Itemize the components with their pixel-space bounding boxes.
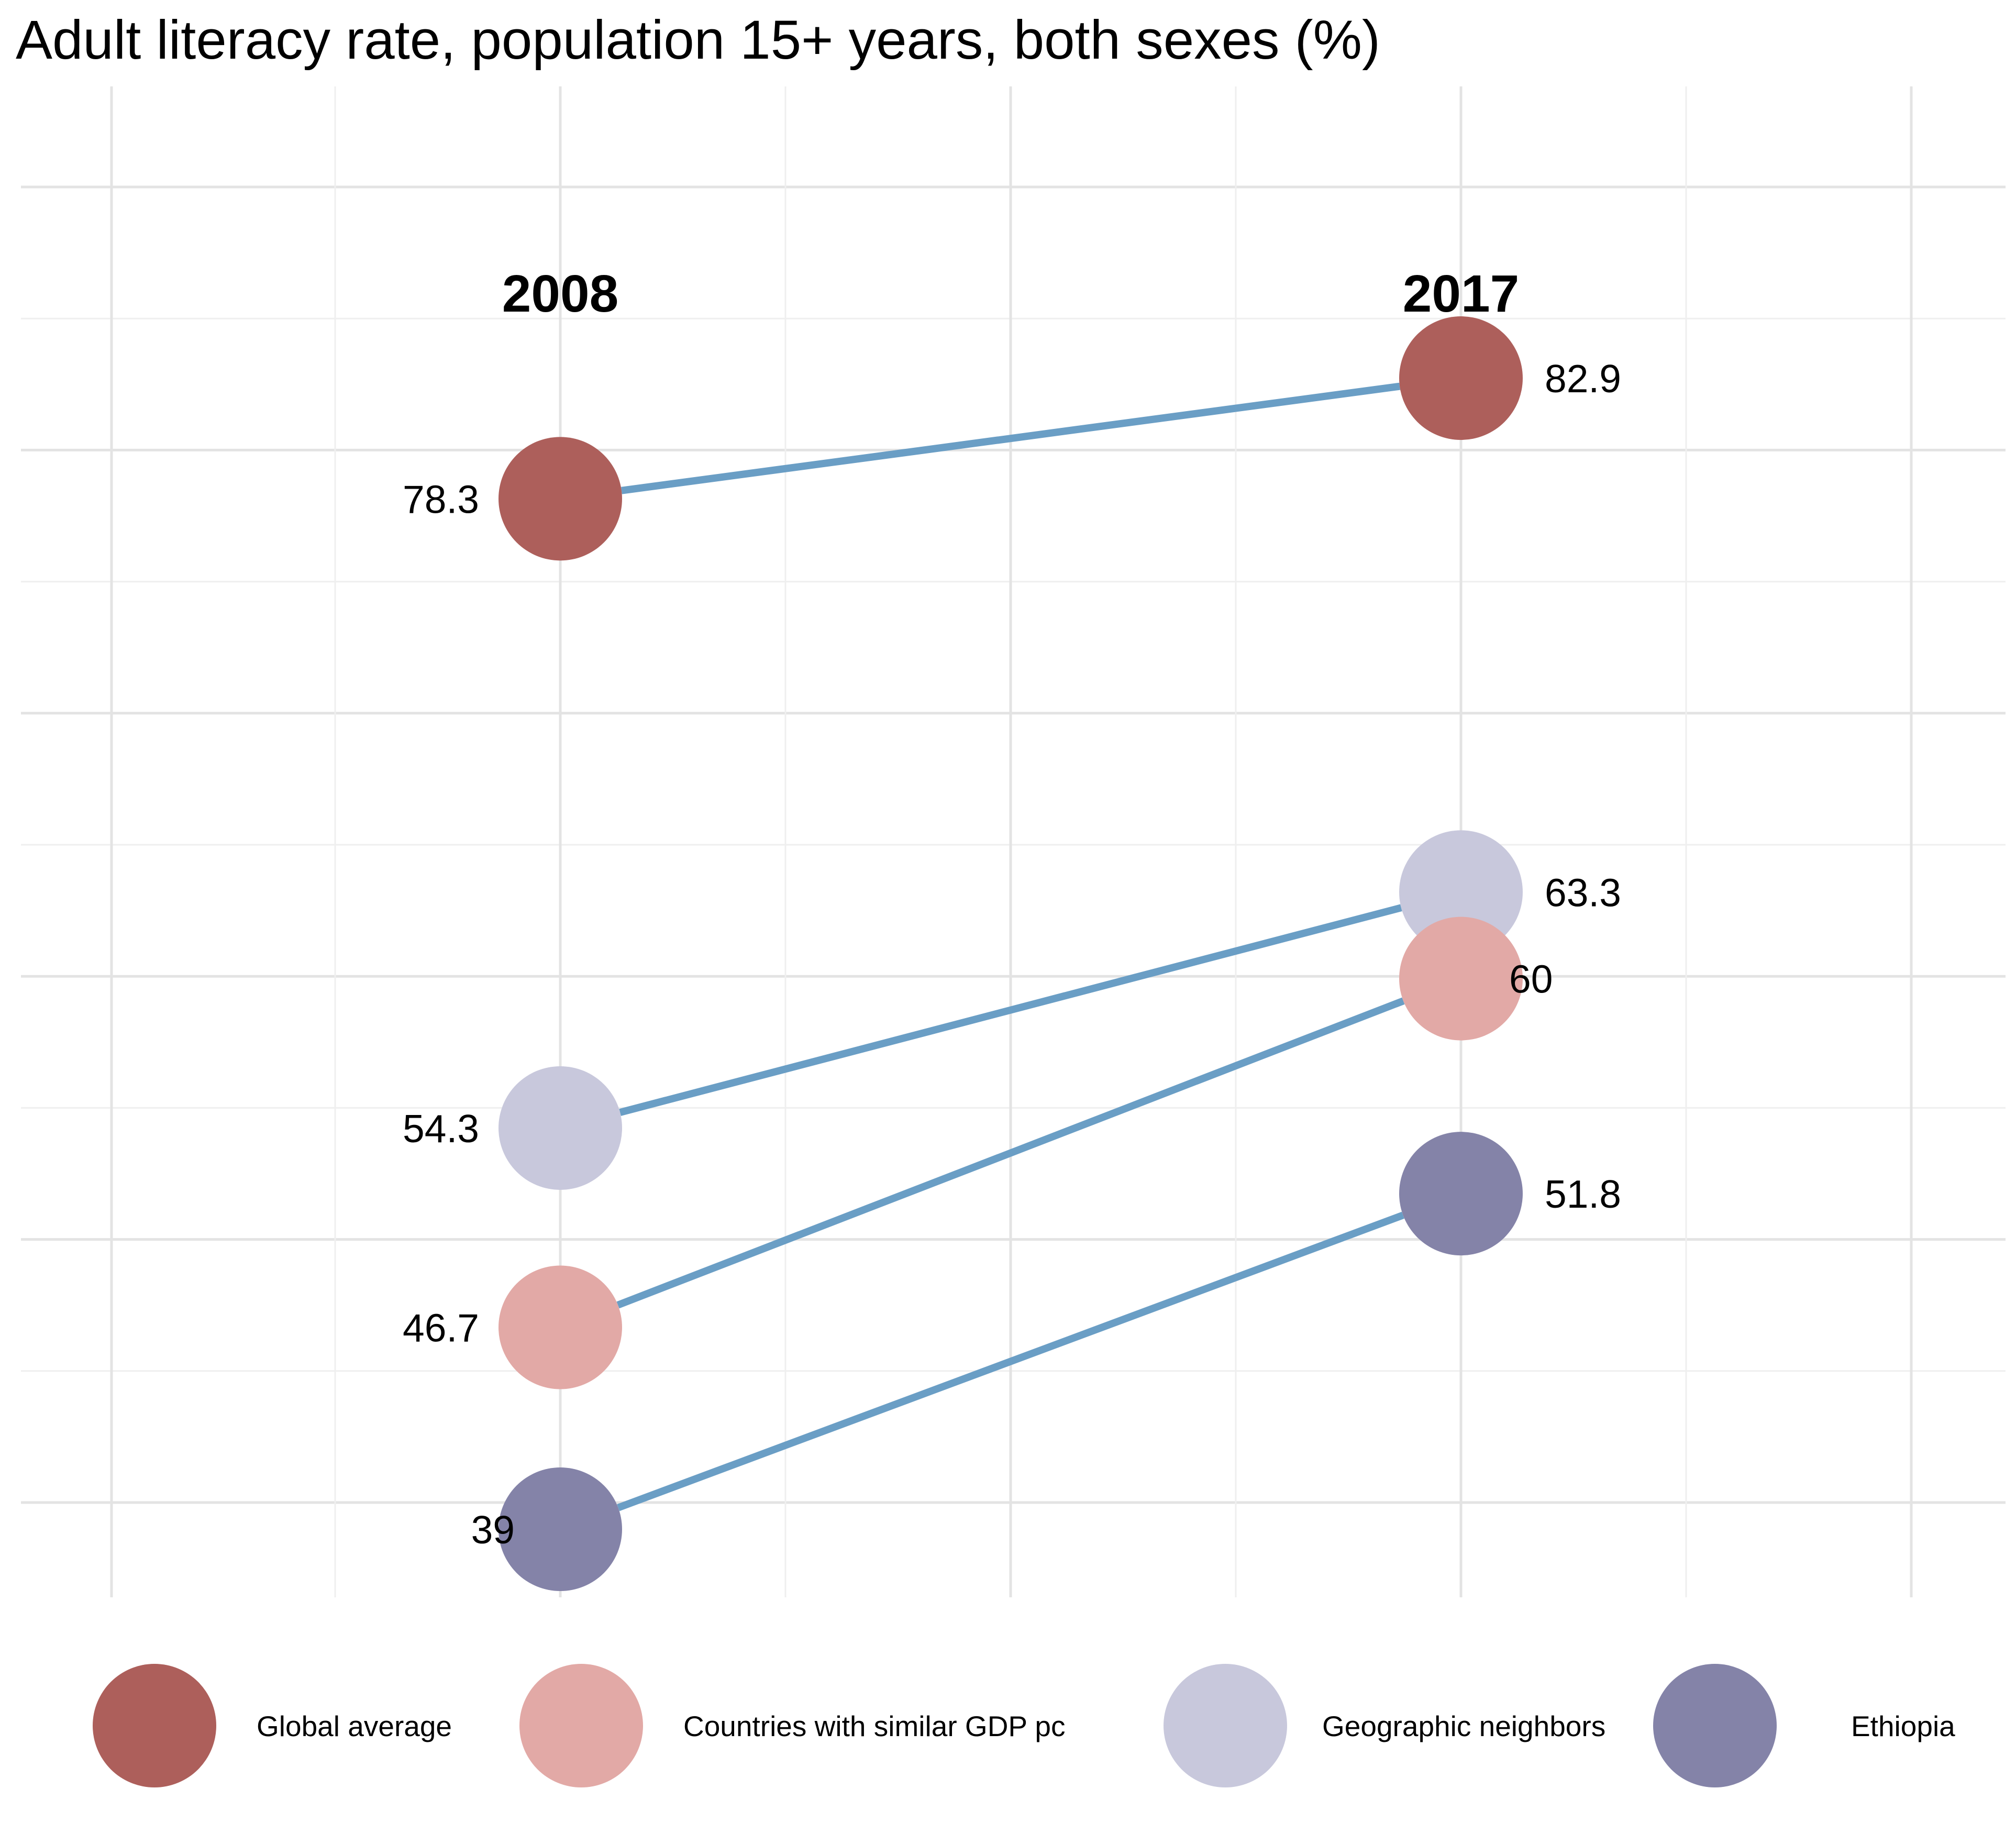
series-point bbox=[1399, 916, 1523, 1041]
series-line bbox=[616, 997, 1405, 1309]
chart-title: Adult literacy rate, population 15+ year… bbox=[16, 9, 1380, 71]
series-line bbox=[619, 904, 1402, 1116]
series-point bbox=[499, 1066, 622, 1190]
legend-swatch bbox=[1653, 1664, 1777, 1787]
value-labels: 78.3 82.9 46.7 60 54.3 63.3 39 51.8 bbox=[403, 357, 1621, 1552]
year-label-2017: 2017 bbox=[1403, 264, 1519, 323]
legend-label: Ethiopia bbox=[1851, 1710, 1955, 1742]
legend-label: Countries with similar GDP pc bbox=[683, 1710, 1065, 1742]
value-label: 39 bbox=[471, 1508, 515, 1552]
year-labels: 2008 2017 bbox=[502, 264, 1519, 323]
series-point bbox=[499, 1467, 622, 1591]
value-label: 54.3 bbox=[403, 1107, 479, 1151]
value-label: 46.7 bbox=[403, 1306, 479, 1350]
value-label: 63.3 bbox=[1545, 870, 1621, 914]
series-point bbox=[1399, 830, 1523, 954]
value-label: 82.9 bbox=[1545, 357, 1621, 401]
series-points bbox=[499, 316, 1523, 1591]
series-point bbox=[499, 1265, 622, 1389]
legend-label: Global average bbox=[257, 1710, 452, 1742]
year-label-2008: 2008 bbox=[502, 264, 618, 323]
value-label: 51.8 bbox=[1545, 1172, 1621, 1216]
chart-grid bbox=[21, 86, 2006, 1597]
legend-swatch bbox=[93, 1664, 216, 1787]
series-point bbox=[499, 437, 622, 561]
series-point bbox=[1399, 1132, 1523, 1256]
legend-swatch bbox=[519, 1664, 643, 1787]
series-line bbox=[621, 382, 1400, 494]
value-label: 60 bbox=[1509, 957, 1553, 1001]
series-lines bbox=[616, 382, 1405, 1511]
value-label: 78.3 bbox=[403, 477, 479, 521]
legend-label: Geographic neighbors bbox=[1322, 1710, 1605, 1742]
legend: Global average Countries with similar GDP… bbox=[93, 1664, 1955, 1787]
series-line bbox=[617, 1211, 1404, 1511]
series-point bbox=[1399, 316, 1523, 440]
legend-swatch bbox=[1164, 1664, 1287, 1787]
